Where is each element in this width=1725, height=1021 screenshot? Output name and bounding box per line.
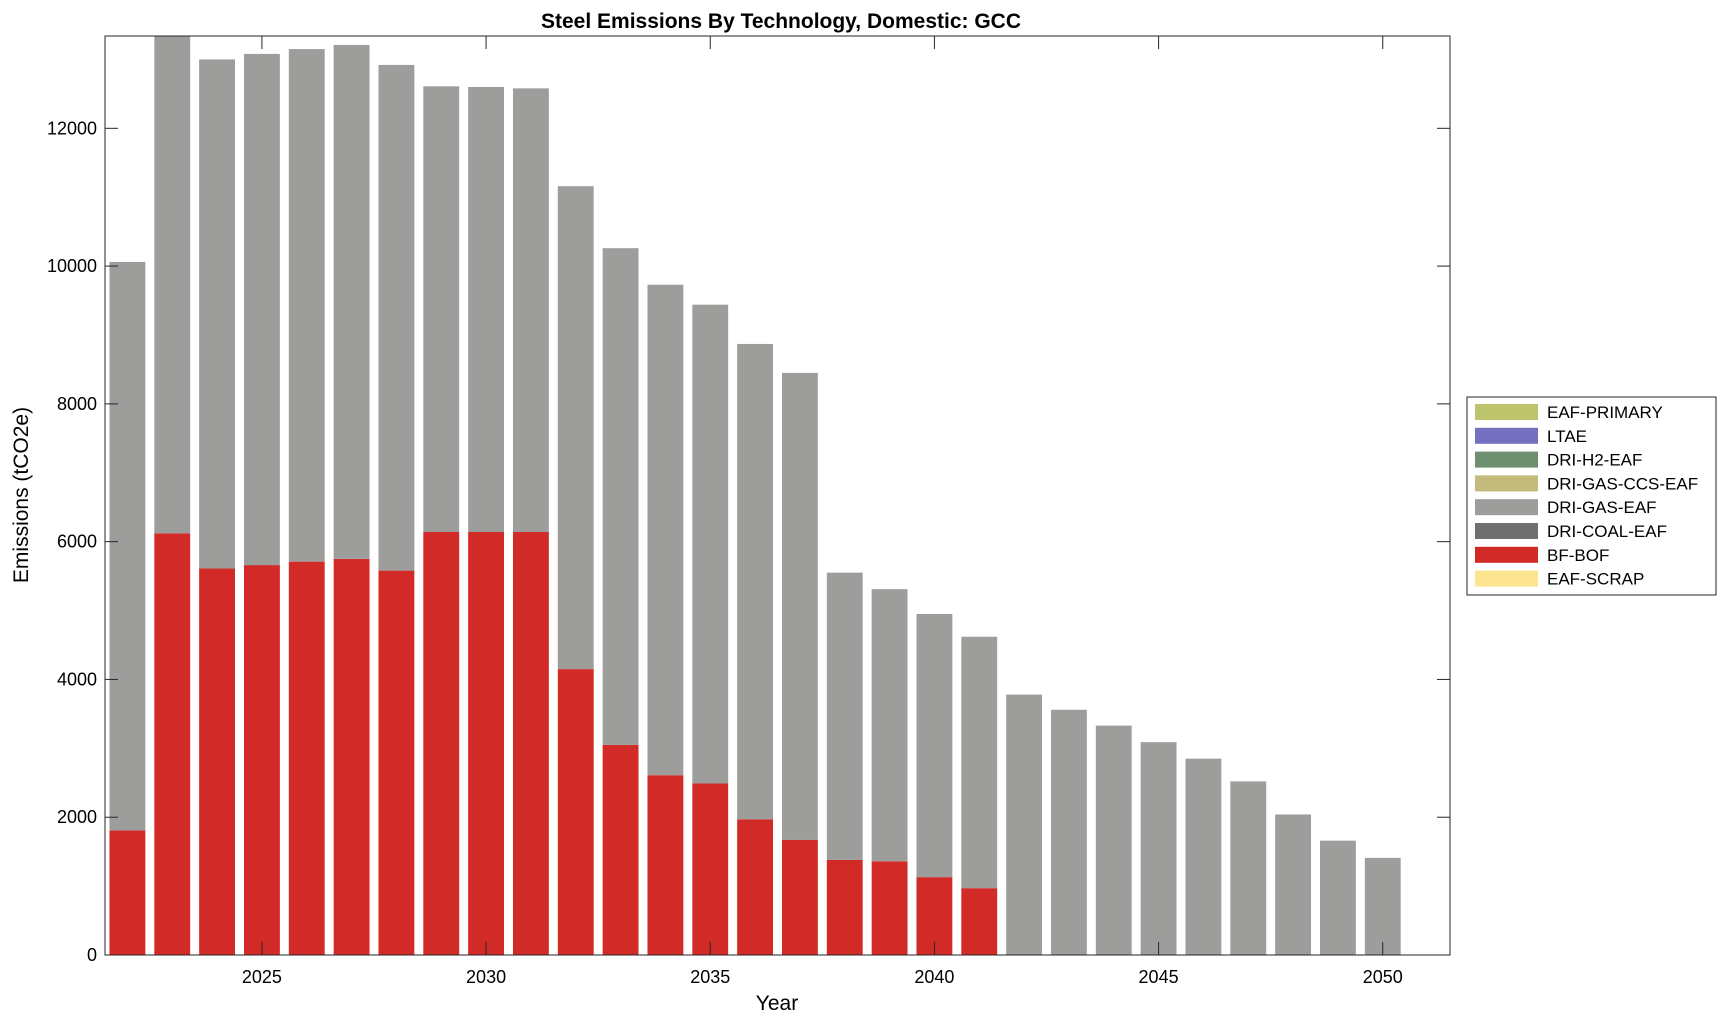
plot-frame [104, 35, 1451, 956]
bar-bf-bof-2022 [109, 830, 146, 955]
x-tick-label: 2025 [242, 967, 282, 987]
legend-swatch-dri-coal-eaf [1475, 523, 1538, 539]
bar-dri-gas-eaf-2028 [378, 64, 415, 571]
bar-dri-gas-eaf-2032 [557, 186, 594, 670]
bar-dri-gas-eaf-2039 [871, 589, 908, 862]
x-tick-label: 2045 [1139, 967, 1179, 987]
legend-label-dri-gas-ccs-eaf: DRI-GAS-CCS-EAF [1547, 474, 1698, 493]
bar-dri-gas-eaf-2031 [512, 88, 549, 533]
bar-dri-gas-eaf-2037 [781, 372, 818, 840]
legend-label-bf-bof: BF-BOF [1547, 546, 1609, 565]
y-axis-label: Emissions (tCO2e) [10, 407, 33, 583]
bar-bf-bof-2027 [333, 558, 370, 955]
bar-dri-gas-eaf-2042 [1006, 694, 1043, 955]
bar-bf-bof-2028 [378, 570, 415, 955]
legend-swatch-dri-h2-eaf [1475, 451, 1538, 468]
bar-bf-bof-2024 [199, 568, 236, 955]
bar-bf-bof-2041 [961, 888, 998, 955]
bar-dri-gas-eaf-2023 [154, 36, 191, 534]
bar-bf-bof-2037 [781, 839, 818, 955]
plot-area [105, 36, 1450, 955]
legend-label-dri-gas-eaf: DRI-GAS-EAF [1547, 498, 1657, 517]
legend-label-eaf-scrap: EAF-SCRAP [1547, 570, 1644, 589]
bar-dri-gas-eaf-2029 [423, 86, 460, 533]
x-axis-ticks: 2025 2030 2035 2040 2045 2050 [242, 36, 1403, 987]
bar-dri-gas-eaf-2046 [1185, 758, 1222, 955]
bar-dri-gas-eaf-2045 [1140, 742, 1177, 955]
bar-bf-bof-2038 [826, 859, 863, 955]
bar-dri-gas-eaf-2034 [647, 284, 684, 776]
legend-swatch-ltae [1475, 427, 1538, 444]
x-tick-label: 2035 [690, 967, 730, 987]
x-axis-label: Year [756, 992, 798, 1015]
bar-dri-gas-eaf-2030 [468, 86, 505, 533]
bar-bf-bof-2032 [557, 669, 594, 955]
bar-bf-bof-2033 [602, 744, 639, 955]
y-axis-ticks: 0 2000 4000 6000 8000 10000 12000 [47, 118, 1450, 965]
bar-dri-gas-eaf-2040 [916, 613, 953, 878]
bar-dri-gas-eaf-2033 [602, 248, 639, 745]
y-tick-label: 2000 [57, 807, 97, 827]
legend-swatch-dri-gas-ccs-eaf [1475, 475, 1538, 492]
bar-dri-gas-eaf-2038 [826, 572, 863, 860]
bar-bf-bof-2029 [423, 532, 460, 955]
y-tick-label: 4000 [57, 669, 97, 689]
bar-dri-gas-eaf-2026 [288, 49, 325, 562]
bar-bf-bof-2039 [871, 861, 908, 955]
chart-title: Steel Emissions By Technology, Domestic:… [541, 10, 1021, 33]
bar-dri-gas-eaf-2048 [1275, 814, 1312, 955]
legend-swatch-bf-bof [1475, 546, 1538, 563]
bar-dri-gas-eaf-2024 [199, 59, 236, 569]
bar-bf-bof-2034 [647, 775, 684, 955]
bar-dri-gas-eaf-2044 [1095, 725, 1132, 955]
bar-bf-bof-2023 [154, 533, 191, 955]
bar-dri-gas-eaf-2027 [333, 44, 370, 559]
bar-bf-bof-2025 [243, 565, 280, 955]
y-tick-label: 8000 [57, 394, 97, 414]
bar-dri-gas-eaf-2041 [961, 636, 998, 889]
legend-label-eaf-primary: EAF-PRIMARY [1547, 403, 1663, 422]
y-tick-label: 0 [87, 945, 97, 965]
bar-dri-gas-eaf-2022 [109, 261, 146, 831]
legend: EAF-PRIMARY LTAE DRI-H2-EAF DRI-GAS-CCS-EAF… [1466, 396, 1717, 596]
bar-bf-bof-2035 [692, 783, 729, 955]
x-tick-label: 2040 [914, 967, 954, 987]
legend-label-dri-coal-eaf: DRI-COAL-EAF [1547, 522, 1667, 541]
bar-bf-bof-2026 [288, 561, 325, 955]
bar-dri-gas-eaf-2036 [737, 343, 774, 820]
y-tick-label: 12000 [47, 118, 97, 138]
bar-bf-bof-2031 [512, 532, 549, 955]
bar-dri-gas-eaf-2050 [1364, 857, 1401, 955]
bar-bf-bof-2030 [468, 532, 505, 955]
bar-bf-bof-2036 [737, 819, 774, 955]
x-tick-label: 2030 [466, 967, 506, 987]
bar-dri-gas-eaf-2047 [1230, 781, 1267, 955]
bar-dri-gas-eaf-2035 [692, 304, 729, 784]
x-tick-label: 2050 [1363, 967, 1403, 987]
legend-label-ltae: LTAE [1547, 427, 1587, 446]
legend-swatch-eaf-scrap [1475, 570, 1538, 587]
legend-label-dri-h2-eaf: DRI-H2-EAF [1547, 451, 1642, 470]
bar-dri-gas-eaf-2025 [243, 53, 280, 566]
y-tick-label: 10000 [47, 256, 97, 276]
bar-dri-gas-eaf-2043 [1050, 709, 1087, 955]
bars-layer [109, 36, 1401, 955]
legend-swatch-eaf-primary [1475, 404, 1538, 420]
legend-box [1466, 396, 1717, 596]
legend-swatch-dri-gas-eaf [1475, 499, 1538, 516]
y-tick-label: 6000 [57, 532, 97, 552]
bar-dri-gas-eaf-2049 [1319, 840, 1356, 955]
